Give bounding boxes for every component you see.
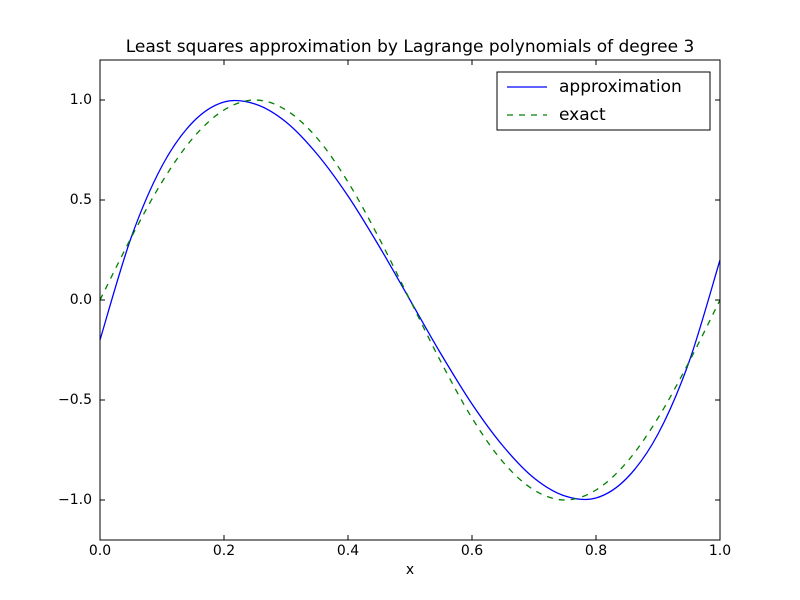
y-tick-label: 0.0 (70, 292, 92, 308)
x-tick-label: 0.4 (337, 543, 359, 559)
x-tick-label: 0.0 (89, 543, 111, 559)
line-series (100, 99, 720, 501)
line-series (100, 99, 720, 501)
legend-label: approximation (559, 77, 682, 97)
legend-box (496, 71, 711, 131)
x-tick-label: 0.8 (585, 543, 607, 559)
y-tick-label: −1.0 (58, 492, 92, 508)
plot-frame (99, 59, 721, 541)
y-tick-label: 1.0 (70, 92, 92, 108)
chart-title: Least squares approximation by Lagrange … (126, 37, 695, 57)
legend-label: exact (559, 105, 606, 125)
y-tick-label: 0.5 (70, 192, 92, 208)
x-tick-label: 0.6 (461, 543, 483, 559)
x-tick-label: 1.0 (709, 543, 731, 559)
x-tick-label: 0.2 (213, 543, 235, 559)
y-tick-label: −0.5 (58, 392, 92, 408)
x-axis-label: x (406, 562, 414, 578)
